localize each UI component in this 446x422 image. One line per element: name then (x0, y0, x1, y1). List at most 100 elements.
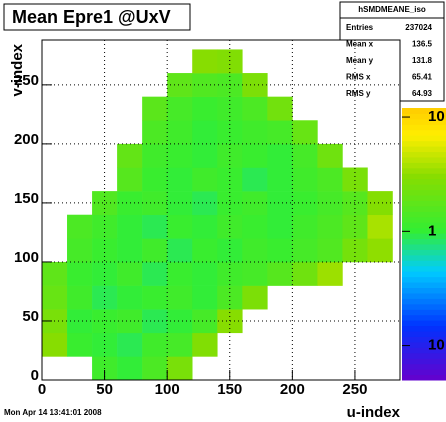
palette-step (402, 178, 446, 185)
heatmap-cell (92, 238, 118, 263)
z-tick-label: 10 (428, 337, 445, 354)
heatmap-cell (92, 261, 118, 286)
heatmap-cell (192, 73, 218, 97)
heatmap-cell (292, 143, 318, 168)
heatmap-cell (217, 309, 243, 334)
heatmap-cell (192, 49, 218, 74)
heatmap-cell (192, 96, 218, 121)
z-tick-label: 1 (428, 222, 436, 239)
palette-step (402, 184, 446, 191)
heatmap-cell (317, 238, 343, 263)
palette-step (402, 162, 446, 169)
palette-step (402, 146, 446, 153)
palette-step (402, 135, 446, 142)
heatmap-cell (167, 167, 193, 192)
heatmap-cell (67, 332, 93, 357)
palette-step (402, 374, 446, 381)
heatmap-cell (217, 73, 243, 97)
heatmap-cell (92, 214, 118, 239)
palette-step (402, 189, 446, 196)
palette-step (402, 336, 446, 343)
heatmap-cell (142, 143, 168, 168)
heatmap-cell (367, 238, 393, 263)
x-tick-label: 250 (342, 381, 367, 398)
heatmap-cell (117, 356, 143, 380)
heatmap-cell (192, 214, 218, 239)
z-tick-label: 10 (428, 108, 445, 125)
heatmap-cell (192, 309, 218, 334)
heatmap-cell (267, 167, 293, 192)
y-axis-label: v-index (9, 43, 26, 96)
heatmap-cell (167, 261, 193, 286)
heatmap-cell (142, 96, 168, 121)
heatmap-cell (317, 167, 343, 192)
x-tick-label: 200 (280, 381, 305, 398)
heatmap-cell (267, 120, 293, 145)
palette-step (402, 352, 446, 359)
heatmap-cell (267, 214, 293, 239)
heatmap-cell (167, 238, 193, 263)
heatmap-cell (167, 96, 193, 121)
palette-step (402, 200, 446, 207)
palette-step (402, 358, 446, 365)
heatmap-cell (117, 332, 143, 357)
palette-step (402, 331, 446, 337)
palette-step (402, 113, 446, 120)
palette-step (402, 124, 446, 131)
heatmap-cell (167, 332, 193, 357)
heatmap-cell (42, 332, 68, 357)
heatmap-cell (167, 191, 193, 216)
stats-label: RMS y (346, 89, 371, 98)
heatmap-cell (217, 261, 243, 286)
palette-step (402, 222, 446, 229)
palette-step (402, 244, 446, 250)
heatmap-cell (317, 214, 343, 239)
palette-step (402, 118, 446, 125)
palette-step (402, 325, 446, 332)
stats-label: Entries (346, 23, 374, 32)
heatmap-cell (42, 285, 68, 310)
heatmap-cell (192, 285, 218, 310)
heatmap-cell (117, 285, 143, 310)
stats-label: RMS x (346, 73, 371, 82)
palette-step (402, 195, 446, 201)
palette-step (402, 108, 446, 114)
heatmap-cell (167, 285, 193, 310)
heatmap-cell (67, 261, 93, 286)
palette-step (402, 140, 446, 147)
y-tick-label: 250 (14, 72, 39, 89)
heatmap-cell (342, 214, 368, 239)
heatmap-cell (192, 332, 218, 357)
heatmap-cell (142, 214, 168, 239)
heatmap-cell (142, 238, 168, 263)
heatmap-cell (67, 285, 93, 310)
heatmap-cell (292, 120, 318, 145)
stats-value: 131.8 (412, 56, 433, 65)
palette-step (402, 282, 446, 289)
heatmap-cell (117, 191, 143, 216)
stats-value: 237024 (405, 23, 432, 32)
palette-step (402, 303, 446, 310)
heatmap-cell (92, 285, 118, 310)
palette-step (402, 173, 446, 180)
heatmap-cell (242, 143, 268, 168)
palette-step (402, 211, 446, 218)
palette-step (402, 314, 446, 321)
heatmap-cell (292, 167, 318, 192)
heatmap-cell (342, 238, 368, 263)
stats-label: Mean x (346, 40, 374, 49)
heatmap-cell (217, 143, 243, 168)
heatmap-cell (192, 191, 218, 216)
palette-step (402, 227, 446, 234)
y-tick-label: 200 (14, 131, 39, 148)
heatmap-cell (67, 309, 93, 334)
palette-step (402, 151, 446, 158)
heatmap-cell (192, 143, 218, 168)
heatmap-cell (192, 120, 218, 145)
palette-step (402, 233, 446, 240)
stats-value: 136.5 (412, 40, 433, 49)
heatmap-cell (42, 261, 68, 286)
x-axis-label: u-index (347, 404, 401, 421)
heatmap-cell (117, 214, 143, 239)
heatmap-cell (242, 238, 268, 263)
